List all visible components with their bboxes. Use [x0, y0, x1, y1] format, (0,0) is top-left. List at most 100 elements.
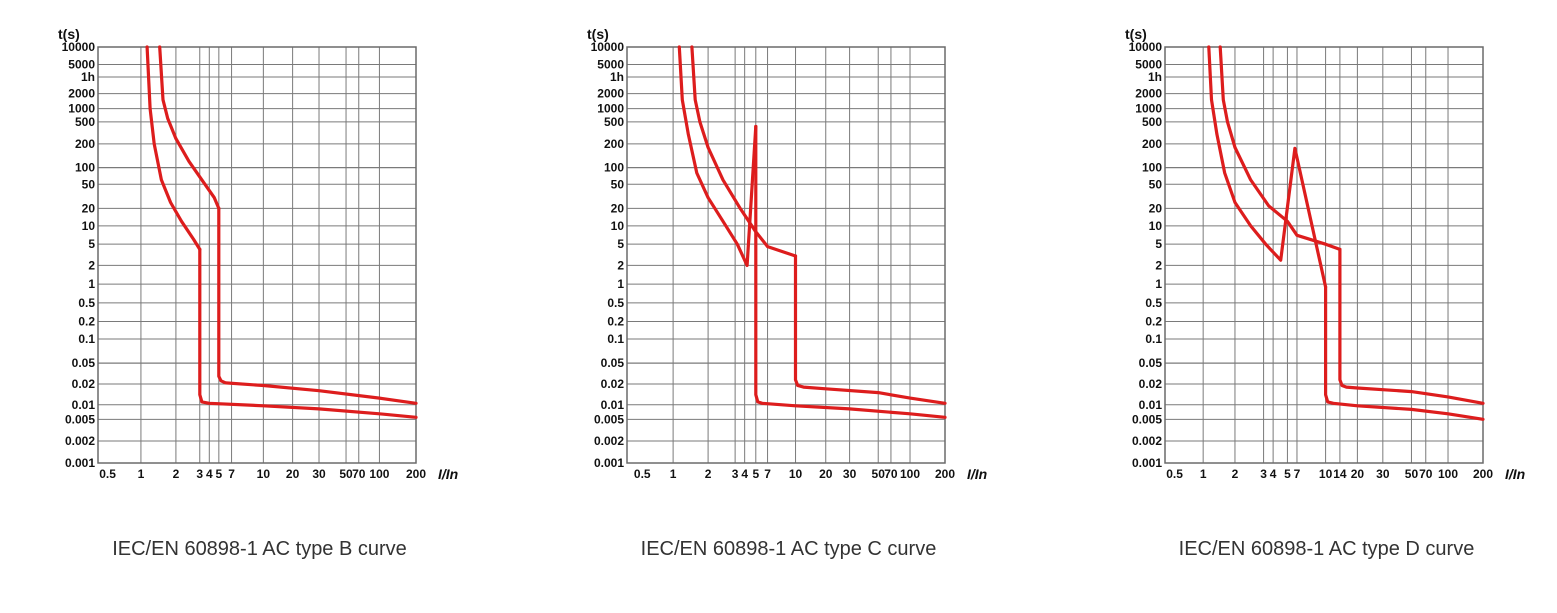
y-tick-label: 20	[611, 201, 625, 215]
x-tick-label: 0.5	[634, 467, 651, 481]
y-tick-label: 50	[1149, 177, 1163, 191]
y-tick-label: 0.002	[1132, 434, 1162, 448]
y-tick-label: 500	[1142, 115, 1162, 129]
y-axis-label: t(s)	[587, 26, 609, 42]
y-axis-label: t(s)	[58, 26, 80, 42]
y-tick-label: 0.05	[72, 356, 96, 370]
x-tick-label: 5	[215, 467, 222, 481]
chart-panel-b: 10000 5000 1h 2000 1000 500 200 100 50 20 10 5 2 1 0.5…	[0, 0, 519, 613]
y-tick-label: 5000	[597, 57, 624, 71]
trip-curve-line	[754, 124, 947, 419]
y-tick-label: 5000	[1135, 57, 1162, 71]
x-tick-label: 5	[752, 467, 759, 481]
y-tick-label: 0.005	[594, 412, 624, 426]
y-tick-label: 0.002	[65, 434, 95, 448]
plot-frame	[1164, 46, 1484, 464]
chart-title-b: IEC/EN 60898-1 AC type B curve	[112, 538, 407, 560]
x-tick-label: 7	[228, 467, 235, 481]
x-tick-label: 20	[286, 467, 300, 481]
x-tick-label: 10	[789, 467, 803, 481]
x-tick-label: 70	[1419, 467, 1433, 481]
y-tick-label: 0.001	[594, 456, 624, 470]
x-tick-label: 50	[872, 467, 886, 481]
x-tick-label: 20	[819, 467, 833, 481]
trip-curve-line	[145, 45, 202, 251]
chart-panel-d: 10000 5000 1h 2000 1000 500 200 100 50 20 10 5 2 1 0.5…	[1067, 0, 1557, 613]
x-axis-label: I/In	[1505, 466, 1525, 482]
y-tick-label: 2000	[597, 87, 624, 101]
y-tick-label: 5	[1155, 237, 1162, 251]
x-tick-label: 2	[1232, 467, 1239, 481]
x-tick-label: 14	[1333, 467, 1347, 481]
y-tick-label: 10000	[591, 40, 625, 54]
y-tick-label: 10000	[62, 40, 96, 54]
trip-curve-line	[1338, 247, 1485, 405]
x-tick-label: 3	[1260, 467, 1267, 481]
y-tick-label: 1h	[1148, 70, 1162, 84]
y-tick-label: 0.005	[65, 412, 95, 426]
x-tick-label: 3	[196, 467, 203, 481]
plot-frame	[626, 46, 946, 464]
x-tick-label: 5	[1284, 467, 1291, 481]
trip-curve-line	[690, 45, 798, 258]
y-tick-label: 0.01	[601, 398, 625, 412]
y-tick-label: 0.1	[78, 332, 95, 346]
y-tick-label: 1	[88, 277, 95, 291]
x-tick-label: 1	[138, 467, 145, 481]
y-axis-label: t(s)	[1125, 26, 1147, 42]
x-tick-label: 200	[1473, 467, 1493, 481]
y-tick-label: 0.05	[1139, 356, 1163, 370]
x-tick-label: 10	[257, 467, 271, 481]
x-tick-label: 4	[1270, 467, 1277, 481]
y-tick-label: 0.5	[1145, 296, 1162, 310]
y-tick-label: 20	[1149, 201, 1163, 215]
x-tick-label: 50	[1405, 467, 1419, 481]
x-axis-label: I/In	[967, 466, 987, 482]
y-tick-label: 2000	[68, 87, 95, 101]
y-tick-label: 10000	[1129, 40, 1163, 54]
chart-panel-c: 10000 5000 1h 2000 1000 500 200 100 50 20 10 5 2 1 0.5…	[529, 0, 1048, 613]
trip-curve-line	[1218, 45, 1342, 251]
x-tick-label: 10	[1319, 467, 1333, 481]
x-tick-label: 100	[1438, 467, 1458, 481]
y-tick-label: 100	[1142, 161, 1162, 175]
trip-curve-line	[158, 45, 221, 210]
y-tick-label: 0.02	[601, 377, 625, 391]
y-tick-label: 200	[604, 137, 624, 151]
y-tick-label: 0.02	[72, 377, 96, 391]
trip-curve-line	[677, 45, 758, 267]
y-tick-label: 1000	[1135, 102, 1162, 116]
x-tick-label: 100	[900, 467, 920, 481]
y-tick-label: 5000	[68, 57, 95, 71]
y-tick-label: 0.001	[1132, 456, 1162, 470]
y-tick-label: 0.1	[1145, 332, 1162, 346]
y-tick-label: 1h	[610, 70, 624, 84]
x-tick-label: 100	[369, 467, 389, 481]
y-tick-label: 0.005	[1132, 412, 1162, 426]
trip-curve-line	[1324, 285, 1485, 421]
x-tick-label: 7	[1294, 467, 1301, 481]
y-tick-label: 10	[1149, 219, 1163, 233]
y-tick-label: 1000	[68, 102, 95, 116]
x-tick-label: 30	[1376, 467, 1390, 481]
y-tick-label: 1	[1155, 277, 1162, 291]
y-tick-label: 50	[611, 177, 625, 191]
y-tick-label: 10	[611, 219, 625, 233]
x-tick-label: 30	[312, 467, 326, 481]
plot-frame	[97, 46, 417, 464]
x-tick-label: 70	[884, 467, 898, 481]
y-tick-label: 1h	[81, 70, 95, 84]
y-tick-label: 0.2	[78, 315, 95, 329]
x-tick-label: 7	[764, 467, 771, 481]
y-tick-label: 0.5	[78, 296, 95, 310]
x-tick-label: 2	[173, 467, 180, 481]
trip-curve-line	[1207, 45, 1328, 289]
y-tick-label: 200	[1142, 137, 1162, 151]
x-tick-label: 70	[352, 467, 366, 481]
y-tick-label: 200	[75, 137, 95, 151]
y-tick-label: 0.02	[1139, 377, 1163, 391]
trip-curve-line	[198, 247, 418, 419]
y-tick-label: 1	[617, 277, 624, 291]
x-tick-label: 30	[843, 467, 857, 481]
